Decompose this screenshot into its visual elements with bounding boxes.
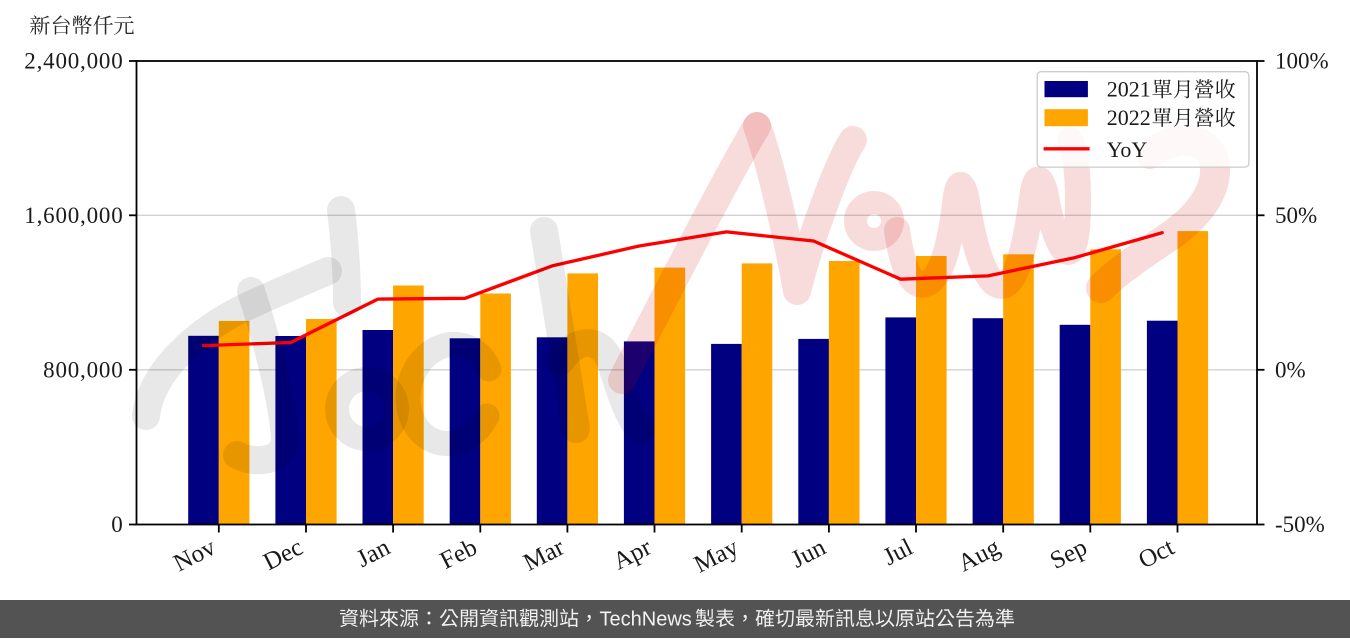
svg-text:2022: 2022 — [1107, 105, 1151, 130]
svg-text:1,600,000: 1,600,000 — [24, 203, 123, 228]
svg-text:2021: 2021 — [1107, 76, 1151, 101]
svg-text:0: 0 — [111, 512, 123, 537]
svg-text:50%: 50% — [1275, 203, 1317, 228]
svg-text:-50%: -50% — [1275, 512, 1325, 537]
svg-text:100%: 100% — [1275, 49, 1329, 74]
svg-text:0%: 0% — [1275, 357, 1306, 382]
svg-text:800,000: 800,000 — [43, 357, 123, 382]
svg-text:2,400,000: 2,400,000 — [24, 49, 123, 74]
svg-text:YoY: YoY — [1107, 137, 1148, 162]
svg-text:TechNews: TechNews — [600, 609, 692, 631]
